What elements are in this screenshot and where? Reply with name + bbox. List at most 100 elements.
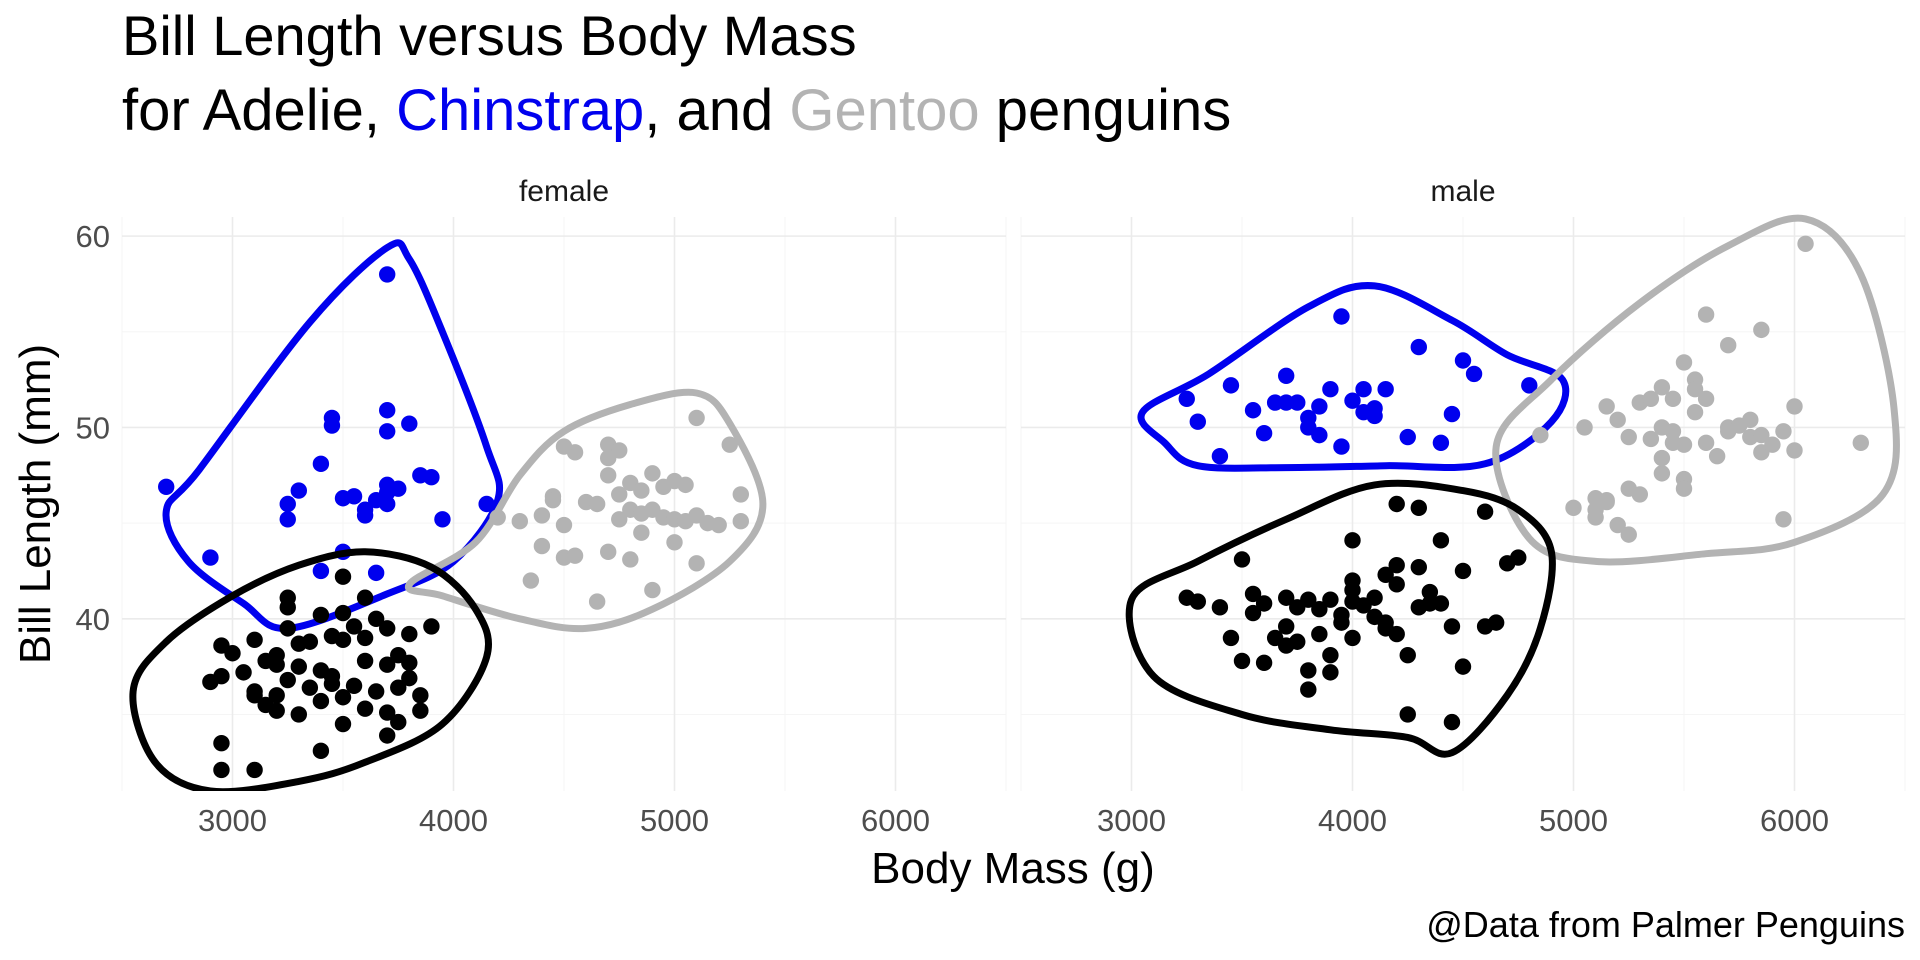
data-point-chinstrap: [1366, 400, 1383, 417]
data-point-adelie: [312, 692, 330, 710]
data-point-adelie: [1344, 572, 1361, 589]
data-point-chinstrap: [1189, 413, 1207, 430]
data-point-adelie: [246, 683, 263, 700]
data-point-gentoo: [721, 436, 738, 453]
series-adelie: [1125, 479, 1556, 758]
data-point-adelie: [268, 687, 285, 704]
data-point-adelie: [1300, 681, 1317, 698]
data-point-adelie: [1233, 652, 1251, 670]
data-point-adelie: [1255, 654, 1273, 672]
data-point-chinstrap: [356, 501, 374, 518]
data-point-gentoo: [566, 547, 584, 564]
x-tick-label: 4000: [1318, 803, 1387, 838]
data-point-adelie: [1222, 629, 1240, 647]
data-point-gentoo: [1664, 434, 1682, 451]
data-point-adelie: [246, 631, 263, 649]
data-point-adelie: [1278, 618, 1295, 635]
x-tick-label: 4000: [419, 803, 488, 838]
data-point-adelie: [1322, 664, 1339, 681]
data-point-gentoo: [1620, 428, 1637, 446]
data-point-adelie: [279, 671, 296, 689]
data-point-chinstrap: [1211, 447, 1229, 465]
data-point-adelie: [356, 652, 374, 670]
data-point-gentoo: [644, 581, 661, 599]
data-layer: [129, 239, 767, 791]
hull-chinstrap: [1137, 282, 1570, 472]
data-point-adelie: [345, 677, 363, 694]
data-point-gentoo: [1697, 390, 1715, 407]
series-chinstrap: [1137, 282, 1570, 472]
data-point-adelie: [1388, 576, 1405, 593]
data-point-gentoo: [622, 551, 639, 568]
data-point-adelie: [1377, 566, 1394, 583]
data-point-adelie: [1454, 562, 1472, 580]
data-point-adelie: [412, 687, 429, 704]
data-point-gentoo: [732, 486, 749, 503]
data-point-adelie: [312, 742, 330, 760]
data-point-adelie: [1344, 532, 1361, 549]
data-point-gentoo: [600, 543, 617, 561]
data-point-adelie: [268, 702, 285, 719]
data-point-adelie: [401, 654, 418, 672]
data-point-adelie: [268, 656, 285, 673]
data-point-adelie: [334, 689, 352, 706]
data-point-chinstrap: [312, 562, 330, 580]
data-point-chinstrap: [290, 482, 307, 499]
data-point-gentoo: [611, 486, 628, 503]
data-point-adelie: [1211, 599, 1229, 616]
data-point-adelie: [1300, 662, 1317, 679]
data-point-chinstrap: [1454, 352, 1472, 369]
data-point-gentoo: [1609, 411, 1626, 429]
data-point-gentoo: [1686, 403, 1704, 421]
data-point-adelie: [1189, 593, 1207, 610]
subtitle-part-3: Gentoo: [789, 78, 979, 143]
data-point-adelie: [1311, 625, 1328, 643]
series-chinstrap: [158, 239, 504, 632]
data-point-chinstrap: [1178, 390, 1195, 407]
hull-gentoo: [1492, 214, 1900, 566]
data-point-chinstrap: [1344, 392, 1361, 409]
chart-title: Bill Length versus Body Mass: [122, 4, 857, 67]
data-point-gentoo: [1587, 501, 1604, 518]
data-point-adelie: [1388, 557, 1405, 574]
data-point-adelie: [1244, 604, 1262, 622]
data-point-gentoo: [1598, 398, 1615, 415]
data-point-gentoo: [555, 438, 573, 455]
hull-adelie: [1125, 479, 1556, 758]
data-point-gentoo: [588, 593, 606, 610]
data-point-adelie: [1432, 595, 1450, 612]
facet-panel-male: male 3000 4000 5000 6000: [1020, 175, 1906, 838]
data-point-adelie: [379, 704, 396, 721]
data-point-adelie: [356, 700, 374, 717]
data-point-adelie: [246, 761, 263, 779]
chart-subtitle: for Adelie, Chinstrap, and Gentoo pengui…: [122, 78, 1231, 143]
data-point-adelie: [1443, 713, 1461, 731]
x-axis-title: Body Mass (g): [871, 844, 1155, 893]
data-point-adelie: [1510, 549, 1527, 566]
data-point-gentoo: [611, 442, 628, 459]
data-point-adelie: [235, 664, 252, 681]
data-point-chinstrap: [1311, 426, 1328, 444]
data-point-adelie: [1344, 593, 1361, 610]
data-point-gentoo: [600, 467, 617, 484]
data-point-gentoo: [1565, 499, 1582, 517]
subtitle-part-4: penguins: [980, 78, 1232, 143]
data-point-adelie: [345, 618, 363, 635]
data-point-gentoo: [1775, 423, 1792, 440]
data-point-gentoo: [677, 476, 694, 494]
data-point-adelie: [1410, 499, 1428, 517]
x-tick-label: 6000: [1760, 803, 1829, 838]
data-point-adelie: [334, 568, 352, 585]
y-axis-title: Bill Length (mm): [11, 344, 60, 664]
data-point-gentoo: [710, 516, 727, 534]
chart-caption: @Data from Palmer Penguins: [1426, 904, 1905, 945]
data-point-gentoo: [1653, 449, 1671, 467]
data-point-adelie: [1289, 633, 1306, 650]
data-point-gentoo: [533, 537, 551, 555]
data-point-adelie: [1454, 658, 1472, 675]
data-point-chinstrap: [158, 478, 175, 495]
data-point-adelie: [290, 706, 307, 723]
data-point-adelie: [1322, 646, 1339, 664]
hull-gentoo: [404, 388, 767, 633]
